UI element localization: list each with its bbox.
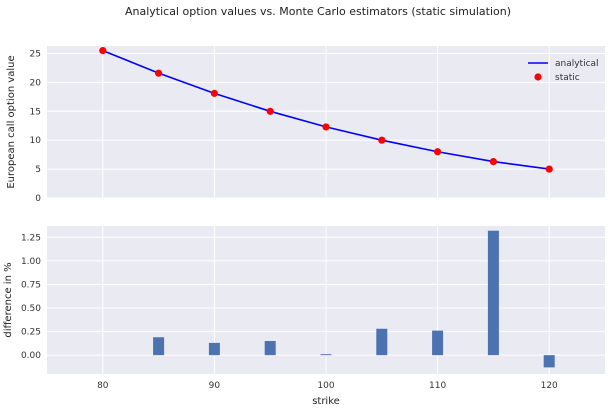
x-axis-label: strike: [312, 396, 340, 407]
top-y-tick-label: 25: [30, 50, 41, 60]
static-point: [210, 89, 218, 97]
difference-bar: [432, 330, 444, 356]
difference-bar: [487, 230, 499, 356]
bottom-y-tick-label: 1.00: [21, 257, 41, 267]
bottom-plot-grid: [47, 226, 605, 374]
top-y-axis-label: European call option value: [6, 55, 17, 188]
top-plot-series: [99, 47, 553, 173]
static-point: [489, 157, 497, 166]
top-y-tick-label: 20: [30, 78, 42, 88]
difference-bars: [153, 230, 555, 368]
static-point: [322, 123, 330, 131]
bottom-y-tick-label: 0.25: [21, 328, 41, 338]
top-y-tick-label: 10: [30, 136, 42, 146]
bottom-plot-x-ticks: 80 90 100 110 120: [97, 381, 558, 391]
legend: analytical static: [528, 59, 599, 83]
difference-bar: [153, 337, 165, 356]
x-tick-label: 120: [541, 381, 558, 391]
bottom-y-tick-label: 0.75: [21, 280, 41, 290]
top-y-tick-label: 15: [30, 107, 41, 117]
x-tick-label: 110: [429, 381, 446, 391]
static-point: [378, 136, 386, 144]
figure-title: Analytical option values vs. Monte Carlo…: [125, 5, 511, 18]
bottom-y-tick-label: 0.00: [21, 351, 41, 361]
top-plot-y-ticks: 0 5 10 15 20 25: [30, 50, 42, 204]
x-tick-label: 90: [209, 381, 221, 391]
difference-bar: [264, 341, 276, 356]
bottom-y-tick-label: 1.25: [21, 233, 41, 243]
static-point: [99, 47, 107, 55]
difference-bar: [208, 342, 220, 356]
x-tick-label: 80: [97, 381, 109, 391]
bottom-plot-y-ticks: 0.00 0.25 0.50 0.75 1.00 1.25: [21, 233, 41, 361]
difference-plot: 0.00 0.25 0.50 0.75 1.00 1.25 80 90 100 110 120 d…: [3, 226, 605, 407]
top-y-tick-label: 0: [35, 194, 41, 204]
difference-bar: [543, 355, 555, 368]
bottom-y-tick-label: 0.50: [21, 304, 41, 314]
static-point: [266, 107, 274, 115]
legend-static-label: static: [555, 73, 580, 83]
top-plot-grid: [47, 46, 605, 199]
option-value-plot: 0 5 10 15 20 25 European call option value an…: [6, 46, 605, 204]
difference-bar: [320, 354, 332, 356]
static-point: [434, 148, 442, 156]
legend-analytical-label: analytical: [555, 59, 599, 69]
static-point: [155, 69, 163, 77]
static-point: [545, 165, 553, 173]
legend-static-swatch: [534, 73, 542, 81]
x-tick-label: 100: [317, 381, 334, 391]
difference-bar: [376, 328, 388, 356]
bottom-y-axis-label: difference in %: [3, 262, 14, 337]
top-y-tick-label: 5: [35, 165, 41, 175]
